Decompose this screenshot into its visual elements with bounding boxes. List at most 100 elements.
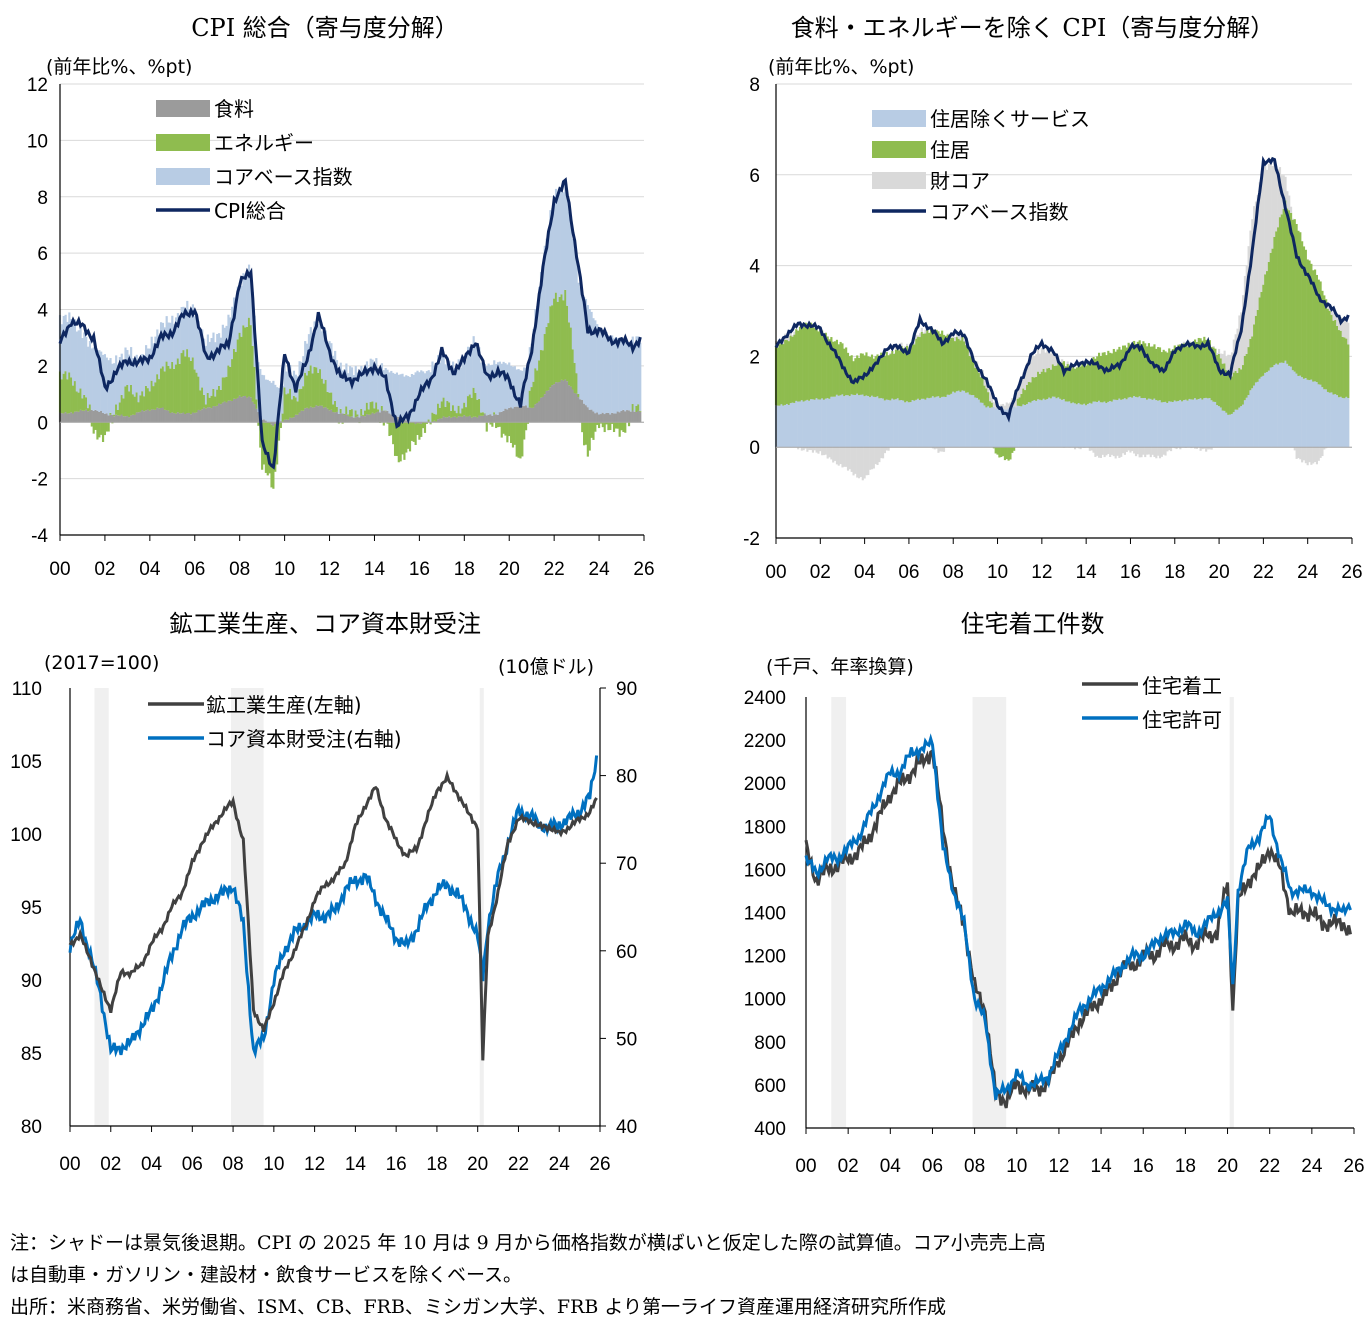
- chart1-bar-food: [105, 413, 108, 423]
- chart2-bar-services: [994, 408, 997, 448]
- chart2-bar-shelter: [950, 337, 953, 394]
- chart1-bar-food: [607, 412, 610, 423]
- chart2-bar-services: [1345, 396, 1348, 448]
- chart1-bar-core: [152, 343, 155, 387]
- chart2-bar-shelter: [876, 354, 879, 397]
- chart1-bar-energy: [167, 365, 170, 411]
- chart2-bar-goods: [839, 447, 842, 465]
- chart2-bar-shelter: [1186, 346, 1189, 401]
- chart2-bar-shelter: [1046, 368, 1049, 400]
- chart1-bar-food: [459, 416, 462, 423]
- chart1-bar-food: [126, 415, 129, 423]
- chart2-bar-shelter: [989, 401, 992, 408]
- chart2-bar-shelter: [819, 329, 822, 400]
- chart2-bar-goods: [1277, 168, 1280, 228]
- chart2-bar-goods: [915, 334, 918, 339]
- chart2-bar-shelter: [1232, 372, 1235, 413]
- chart2-bar-shelter: [911, 342, 914, 401]
- chart1-bar-food: [75, 411, 78, 423]
- chart1-bar-food: [229, 400, 232, 423]
- chart1-bar-food: [622, 409, 625, 423]
- chart2-bar-services: [1315, 382, 1318, 448]
- chart2-bar-shelter: [1003, 447, 1006, 461]
- chart1-bar-energy: [115, 404, 118, 415]
- chart1-bar-energy: [212, 388, 215, 407]
- chart1-bar-food: [255, 408, 258, 423]
- chart1-bar-food: [128, 417, 131, 423]
- chart1-bar-food: [455, 417, 458, 423]
- chart2-bar-services: [793, 402, 796, 448]
- chart2-bar-services: [1282, 362, 1285, 448]
- chart1-bar-energy: [536, 370, 539, 403]
- chart1-bar-food: [360, 415, 363, 423]
- chart1-bar-core: [586, 305, 589, 408]
- chart1-bar-food: [633, 411, 636, 423]
- chart2-bar-services: [891, 398, 894, 448]
- chart1-bar-energy: [461, 408, 464, 417]
- chart1-x-tick-label: 02: [94, 559, 115, 580]
- chart1-bar-energy: [435, 414, 438, 422]
- chart1-bar-food: [70, 412, 73, 423]
- chart2-bar-services: [834, 396, 837, 448]
- chart2-bar-services: [981, 402, 984, 448]
- chart2-bar-shelter: [1029, 382, 1032, 403]
- chart2-bar-shelter: [1343, 337, 1346, 399]
- chart1-bar-food: [238, 395, 241, 423]
- chart2-bar-services: [1027, 402, 1030, 448]
- chart2-bar-goods: [928, 332, 931, 333]
- chart2-bar-services: [907, 402, 910, 448]
- chart1-bar-food: [551, 385, 554, 423]
- chart2-bar-goods: [1216, 353, 1219, 355]
- chart2-bar-shelter: [787, 341, 790, 405]
- chart4-y-tick-label: 1200: [744, 947, 786, 968]
- chart2-bar-goods: [1055, 356, 1058, 366]
- chart1-bar-energy: [328, 392, 331, 411]
- chart1-bar-core: [485, 365, 488, 416]
- chart2-bar-shelter: [959, 340, 962, 392]
- chart1-bar-food: [474, 416, 477, 423]
- chart1-bar-energy: [154, 382, 157, 410]
- chart2-bar-goods: [989, 393, 992, 402]
- chart2-bar-services: [1158, 400, 1162, 448]
- chart2-bar-shelter: [1314, 269, 1317, 382]
- chart2-bar-shelter: [1253, 324, 1256, 386]
- chart1-bar-food: [337, 413, 340, 423]
- chart1-bar-energy: [637, 404, 640, 411]
- chart2-bar-goods: [1326, 306, 1330, 309]
- chart2-bar-services: [856, 393, 859, 448]
- chart2-bar-shelter: [815, 326, 818, 399]
- chart1-bar-food: [178, 413, 181, 423]
- chart1-bar-core: [414, 372, 417, 423]
- chart1-bar-energy: [62, 373, 65, 414]
- chart2-bar-shelter: [1011, 447, 1014, 453]
- chart2-bar-services: [859, 394, 862, 448]
- chart2-bar-services: [1181, 401, 1184, 448]
- chart1-bar-core: [463, 355, 466, 403]
- chart2-bar-shelter: [1234, 370, 1237, 410]
- chart1-bar-food: [143, 411, 146, 423]
- chart2-bar-shelter: [1332, 320, 1335, 395]
- chart1-bar-energy: [407, 422, 410, 449]
- chart2-bar-shelter: [1158, 347, 1162, 401]
- chart2-bar-goods: [865, 447, 868, 476]
- chart1-bar-food: [154, 409, 157, 423]
- chart1-bar-food: [287, 419, 290, 423]
- chart2-bar-services: [965, 392, 968, 448]
- chart1-x-tick-label: 24: [589, 559, 611, 580]
- chart1-bar-energy: [186, 349, 189, 414]
- chart2-bar-shelter: [1066, 364, 1069, 402]
- chart2-bar-goods: [1026, 362, 1029, 385]
- chart2-bar-services: [1098, 400, 1101, 448]
- chart2-bar-services: [978, 399, 981, 448]
- chart1-bar-food: [506, 409, 509, 423]
- chart1-bar-food: [478, 415, 481, 423]
- chart1-bar-food: [253, 404, 256, 423]
- chart2-bar-shelter: [1110, 353, 1114, 402]
- chart1-bar-food: [461, 416, 464, 423]
- chart2-bar-shelter: [780, 341, 783, 405]
- chart1-bar-core: [487, 363, 490, 415]
- chart3-recession-shade: [94, 688, 109, 1126]
- chart2-bar-goods: [1120, 447, 1123, 457]
- chart1-bar-energy: [605, 422, 608, 425]
- chart1-bar-food: [453, 416, 457, 423]
